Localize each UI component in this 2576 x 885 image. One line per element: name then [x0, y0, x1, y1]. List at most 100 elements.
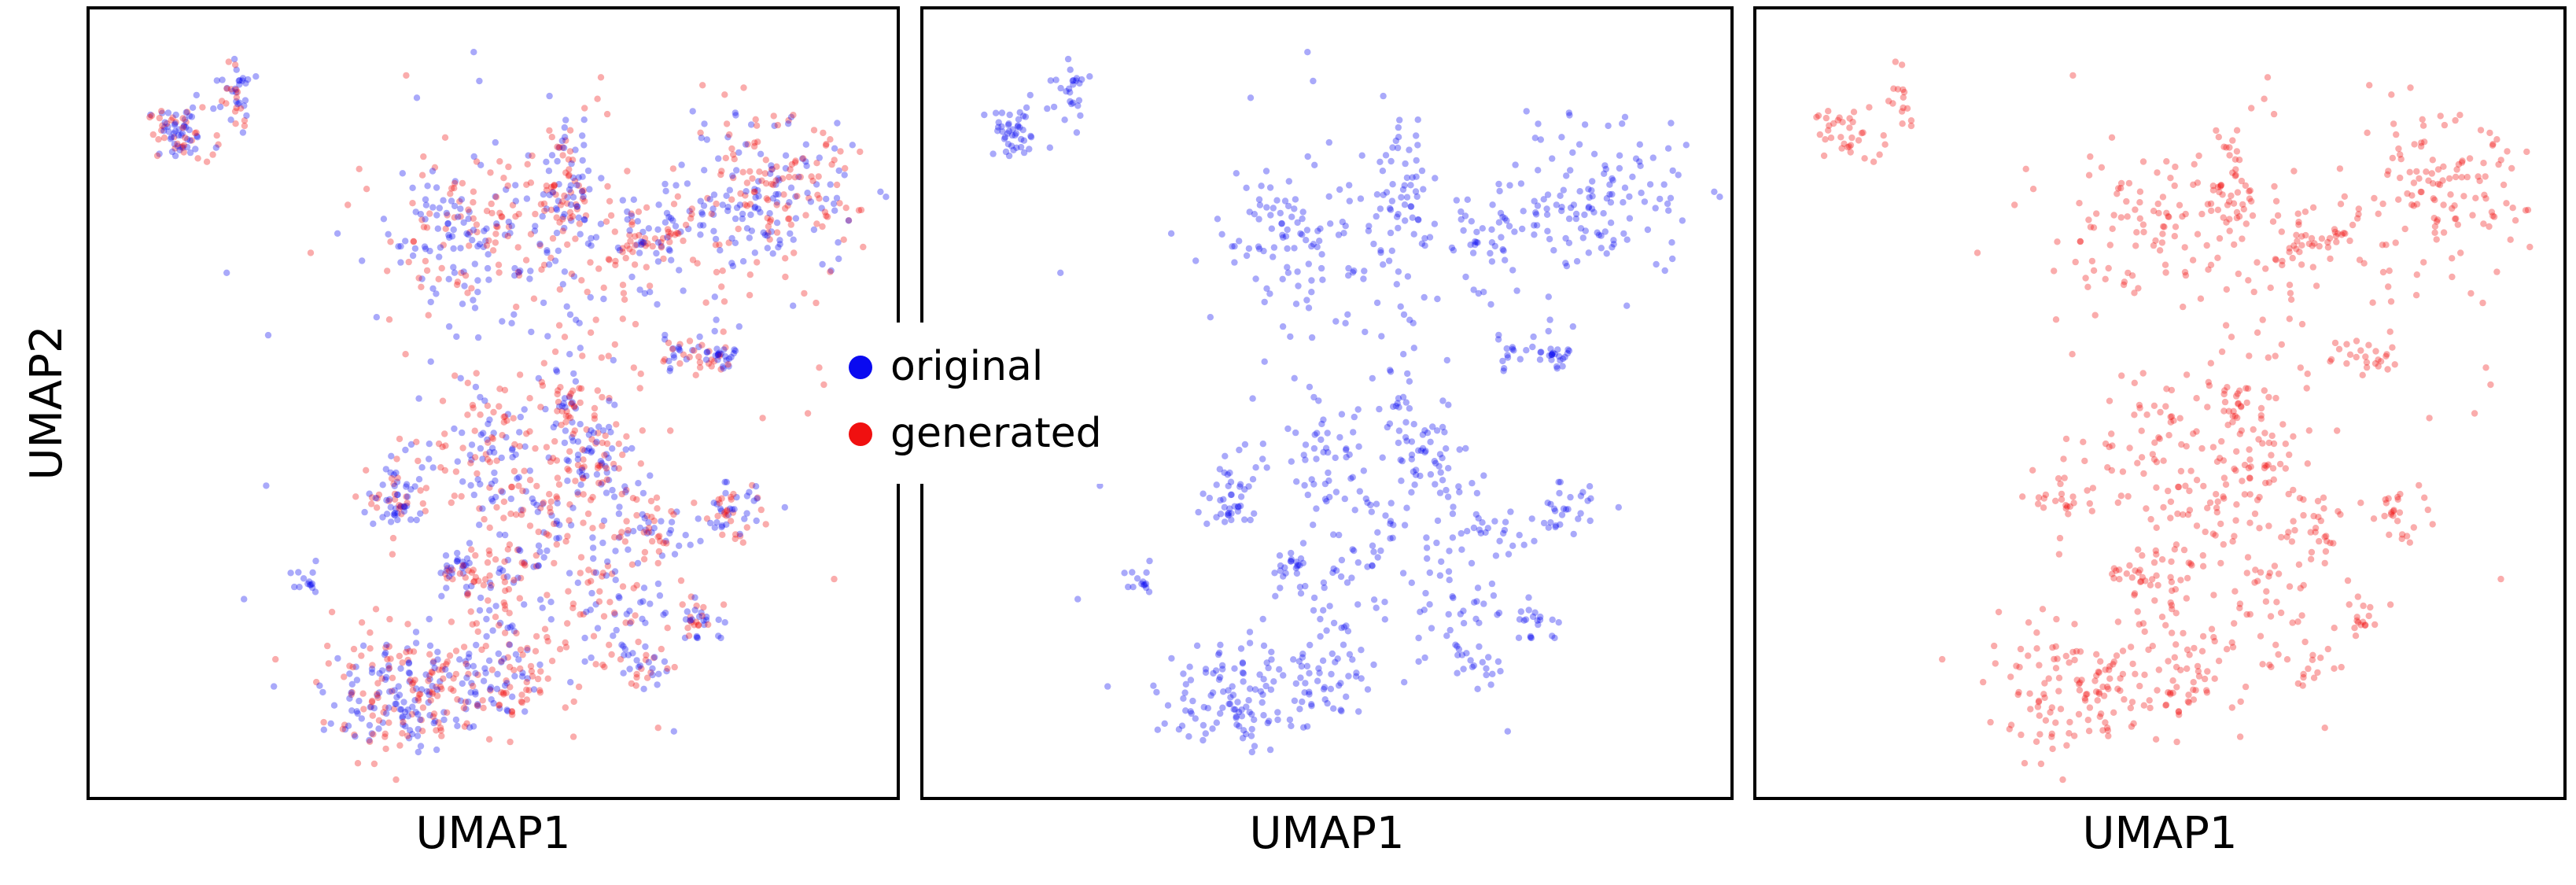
point-original — [647, 600, 654, 607]
point-original — [1443, 356, 1451, 364]
point-original — [1616, 152, 1623, 159]
point-generated — [2080, 438, 2087, 445]
point-original — [503, 573, 511, 581]
point-original — [572, 378, 580, 385]
point-original — [1260, 712, 1267, 719]
point-original — [661, 336, 669, 343]
point-original — [714, 351, 721, 359]
point-generated — [554, 143, 561, 150]
point-generated — [2161, 261, 2169, 268]
point-generated — [513, 629, 520, 637]
point-original — [1473, 228, 1480, 236]
point-generated — [464, 592, 471, 599]
point-generated — [2069, 351, 2076, 358]
point-generated — [632, 233, 639, 240]
point-original — [710, 500, 717, 507]
point-generated — [472, 551, 479, 559]
point-original — [454, 458, 461, 465]
point-generated — [543, 530, 550, 537]
point-generated — [623, 518, 630, 525]
point-original — [437, 678, 444, 685]
point-original — [568, 160, 575, 168]
point-original — [1564, 350, 1572, 357]
point-generated — [624, 242, 631, 249]
point-generated — [705, 360, 713, 367]
point-generated — [2286, 315, 2293, 323]
point-generated — [399, 659, 406, 666]
point-generated — [503, 677, 510, 684]
point-generated — [2355, 205, 2362, 212]
point-original — [1351, 413, 1358, 421]
point-generated — [2257, 415, 2265, 422]
point-generated — [751, 139, 758, 146]
point-generated — [468, 546, 475, 553]
point-generated — [516, 595, 523, 602]
point-original — [1343, 454, 1350, 461]
point-generated — [2129, 660, 2136, 668]
point-original — [1609, 175, 1616, 183]
point-generated — [2234, 189, 2242, 196]
point-original — [648, 529, 655, 537]
point-generated — [555, 322, 563, 329]
point-original — [1472, 238, 1479, 245]
point-generated — [618, 490, 625, 498]
point-original — [592, 234, 600, 241]
point-generated — [658, 244, 665, 251]
point-generated — [533, 562, 540, 570]
point-generated — [512, 213, 519, 220]
point-generated — [409, 200, 416, 207]
point-generated — [367, 629, 374, 636]
point-original — [1044, 105, 1051, 112]
point-original — [1358, 675, 1365, 682]
point-generated — [731, 156, 738, 163]
point-original — [446, 234, 453, 242]
point-generated — [2316, 242, 2323, 250]
point-original — [711, 524, 718, 531]
point-generated — [782, 255, 789, 262]
point-generated — [389, 674, 396, 681]
point-original — [877, 188, 884, 195]
point-original — [397, 259, 404, 266]
point-original — [183, 143, 191, 151]
point-original — [499, 567, 507, 574]
point-generated — [612, 261, 619, 269]
point-original — [417, 743, 425, 750]
point-generated — [172, 119, 179, 126]
point-original — [694, 634, 702, 642]
point-original — [456, 656, 463, 663]
point-original — [1581, 211, 1588, 219]
point-original — [675, 345, 683, 353]
point-generated — [660, 255, 667, 263]
point-original — [1247, 685, 1254, 692]
point-original — [418, 275, 426, 282]
point-original — [304, 580, 311, 588]
point-original — [1233, 170, 1240, 177]
point-original — [636, 662, 644, 669]
point-generated — [2388, 509, 2395, 516]
point-generated — [584, 510, 592, 518]
point-original — [1266, 717, 1273, 725]
point-original — [1395, 124, 1402, 131]
point-generated — [572, 478, 579, 485]
point-original — [1531, 197, 1538, 205]
point-original — [530, 563, 537, 570]
point-generated — [2224, 384, 2231, 391]
point-original — [1417, 472, 1424, 480]
point-generated — [459, 562, 466, 569]
point-original — [503, 186, 510, 194]
point-original — [1557, 357, 1564, 364]
point-original — [1321, 480, 1329, 488]
point-original — [776, 177, 783, 184]
point-generated — [630, 584, 637, 592]
point-original — [563, 456, 570, 463]
point-original — [1603, 250, 1610, 257]
point-generated — [815, 173, 822, 180]
point-generated — [2011, 201, 2018, 208]
point-original — [732, 215, 739, 223]
point-generated — [2132, 206, 2139, 213]
point-original — [998, 109, 1006, 116]
point-generated — [2135, 546, 2142, 553]
point-generated — [2138, 454, 2146, 461]
point-original — [1247, 94, 1255, 101]
point-generated — [480, 581, 488, 588]
